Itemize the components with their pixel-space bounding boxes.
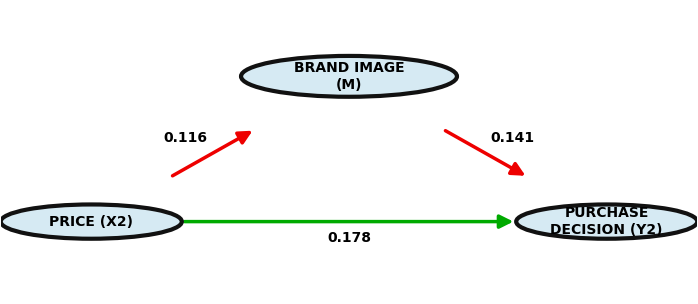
Ellipse shape <box>1 205 181 239</box>
Text: PURCHASE
DECISION (Y2): PURCHASE DECISION (Y2) <box>551 206 663 237</box>
Text: 0.141: 0.141 <box>491 131 535 145</box>
Ellipse shape <box>517 205 697 239</box>
Text: 0.178: 0.178 <box>327 231 371 245</box>
Text: PRICE (X2): PRICE (X2) <box>50 215 133 229</box>
Ellipse shape <box>241 56 457 97</box>
Text: BRAND IMAGE
(M): BRAND IMAGE (M) <box>294 61 404 92</box>
Text: 0.116: 0.116 <box>163 131 207 145</box>
